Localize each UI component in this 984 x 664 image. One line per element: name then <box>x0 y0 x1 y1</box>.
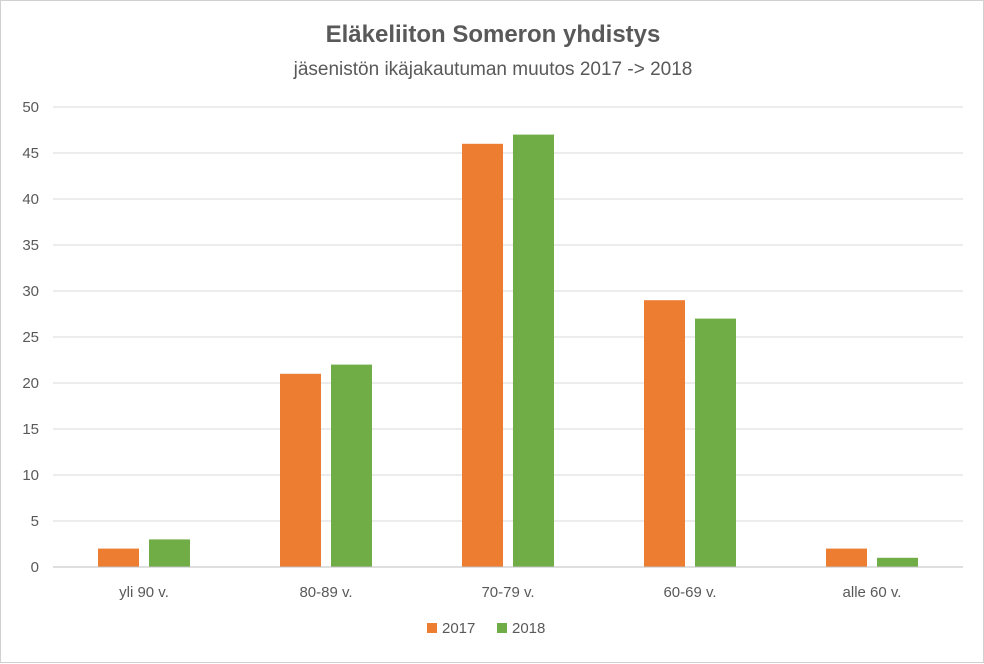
y-tick-label: 25 <box>22 329 39 346</box>
axes: 0 5 10 15 20 25 30 35 40 45 50 yli 90 v. 80-89 v. 70-… <box>22 99 963 601</box>
bar-2017-0 <box>98 548 139 567</box>
legend: 2017 2018 <box>427 620 545 637</box>
bar-2018-1 <box>331 364 372 567</box>
bar-2017-4 <box>826 548 867 567</box>
y-tick-label: 40 <box>22 191 39 208</box>
y-tick-label: 15 <box>22 421 39 438</box>
bar-2017-3 <box>644 300 685 567</box>
x-tick-label: 70-79 v. <box>481 584 534 601</box>
y-tick-label: 0 <box>31 559 39 576</box>
x-tick-label: 80-89 v. <box>299 584 352 601</box>
legend-swatch-2017 <box>427 623 437 633</box>
chart-subtitle: jäsenistön ikäjakautuman muutos 2017 -> … <box>293 59 693 80</box>
chart-title: Eläkeliiton Someron yhdistys <box>325 21 661 48</box>
x-tick-label: yli 90 v. <box>119 584 169 601</box>
y-tick-label: 45 <box>22 145 39 162</box>
bar-2018-0 <box>149 539 190 567</box>
bar-2018-2 <box>513 134 554 567</box>
y-tick-label: 5 <box>31 513 39 530</box>
bar-2017-1 <box>280 373 321 567</box>
x-tick-label: 60-69 v. <box>663 584 716 601</box>
y-tick-label: 50 <box>22 99 39 116</box>
bar-2017-2 <box>462 143 503 568</box>
y-tick-label: 20 <box>22 375 39 392</box>
bar-2018-4 <box>877 557 918 567</box>
x-tick-label: alle 60 v. <box>843 584 902 601</box>
bars <box>98 134 918 568</box>
bar-2018-3 <box>695 318 736 567</box>
y-tick-label: 10 <box>22 467 39 484</box>
gridlines <box>53 106 963 522</box>
y-tick-label: 35 <box>22 237 39 254</box>
legend-label: 2017 <box>442 620 475 637</box>
legend-swatch-2018 <box>497 623 507 633</box>
legend-label: 2018 <box>512 620 545 637</box>
y-tick-label: 30 <box>22 283 39 300</box>
